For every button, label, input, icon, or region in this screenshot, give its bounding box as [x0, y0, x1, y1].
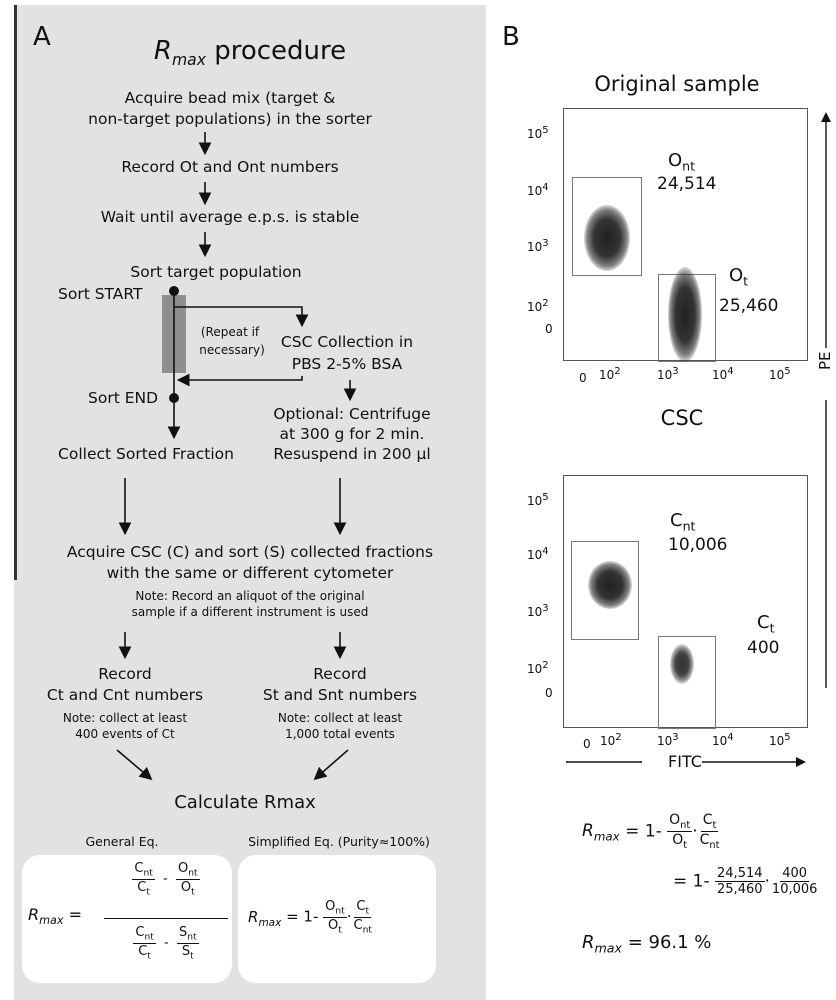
plot1-ot-label: Ot	[729, 265, 749, 289]
acquire-csc-line1: Acquire CSC (C) and sort (S) collected f…	[66, 543, 434, 561]
repeat-note-line2: necessary)	[199, 343, 265, 357]
panel-b-label: B	[502, 22, 520, 52]
record-s-line2: St and Snt numbers	[262, 686, 418, 704]
plot1-ytick-1e4: 104	[527, 182, 549, 198]
optional-line3: Resuspend in 200 µl	[273, 445, 431, 463]
csc-collection-line2: PBS 2-5% BSA	[291, 355, 403, 373]
arrow-to-csc	[174, 306, 309, 328]
plot2-cnt-value: 10,006	[668, 535, 728, 555]
plot2-ytick-0: 0	[545, 686, 553, 700]
plot1-ont-value: 24,514	[657, 174, 717, 194]
note-record-line1: Note: Record an aliquot of the original	[135, 589, 365, 603]
simplified-equation-box: Rmax = 1- Ont Ot · Ct Cnt	[238, 855, 436, 983]
plot1-xtick-1e5: 105	[769, 366, 791, 382]
arrow-to-calc-left	[116, 749, 153, 781]
plot2-xtick-1e5: 105	[769, 732, 791, 748]
acquire-csc-line2: with the same or different cytometer	[106, 564, 394, 582]
plot2-ytick-1e4: 104	[527, 546, 549, 562]
x-axis-arrow	[566, 757, 806, 767]
calc-line1: Rmax = 1- Ont Ot · Ct Cnt	[582, 812, 720, 851]
plot2-gate-nt	[571, 541, 639, 640]
plot2-ytick-1e3: 103	[527, 603, 549, 619]
general-equation-box: Rmax = Cnt Ct - Ont Ot Cnt Ct - Snt St	[22, 855, 232, 983]
arrow-to-calc-right	[313, 749, 349, 781]
step-sort-target: Sort target population	[130, 263, 302, 281]
plot1-ytick-1e5: 105	[527, 125, 549, 141]
plot1-xtick-1e2: 102	[599, 366, 621, 382]
calc-result: Rmax = 96.1 %	[582, 932, 712, 956]
plot1-population-t	[668, 267, 702, 362]
plot2-xtick-1e4: 104	[712, 732, 734, 748]
plot1-xtick-1e4: 104	[712, 366, 734, 382]
calc-line2: = 1- 24,514 25,460 · 400 10,006	[673, 866, 818, 897]
plot1-population-nt	[584, 205, 630, 271]
sort-start-label: Sort START	[58, 285, 143, 303]
repeat-note-line1: (Repeat if	[200, 325, 260, 339]
plot2-xtick-0: 0	[583, 737, 591, 751]
plot2-gate-t	[658, 636, 716, 729]
x-axis-label: FITC	[668, 752, 702, 771]
collect-sorted-fraction: Collect Sorted Fraction	[58, 445, 234, 463]
sort-end-label: Sort END	[88, 389, 159, 407]
step-acquire-line1: Acquire bead mix (target &	[124, 89, 336, 107]
panel-a-left-rule	[14, 5, 17, 580]
record-c-line2: Ct and Cnt numbers	[46, 686, 204, 704]
plot1-xtick-1e3: 103	[657, 366, 679, 382]
plot2-cnt-label: Cnt	[670, 510, 696, 534]
plot2-xtick-1e2: 102	[600, 732, 622, 748]
plot1-title: Original sample	[594, 72, 760, 96]
optional-line2: at 300 g for 2 min.	[279, 425, 425, 443]
general-eq-label: General Eq.	[85, 834, 159, 849]
step-acquire-line2: non-target populations) in the sorter	[88, 110, 372, 128]
step-record-o: Record Ot and Ont numbers	[121, 158, 339, 176]
y-axis-arrow	[821, 112, 831, 688]
plot1-gate-nt	[572, 177, 642, 276]
plot2-frame	[563, 475, 808, 729]
sort-end-dot	[169, 393, 179, 403]
plot1-frame	[563, 108, 808, 362]
plot2-ct-value: 400	[747, 638, 780, 658]
simplified-eq-label: Simplified Eq. (Purity≈100%)	[248, 834, 430, 849]
plot2-ytick-1e5: 105	[527, 492, 549, 508]
note-c-line2: 400 events of Ct	[75, 727, 175, 741]
plot1-ot-value: 25,460	[719, 296, 779, 316]
optional-line1: Optional: Centrifuge	[273, 405, 431, 423]
plot2-ytick-1e2: 102	[527, 660, 549, 676]
note-record-line2: sample if a different instrument is used	[131, 605, 369, 619]
note-s-line1: Note: collect at least	[277, 711, 403, 725]
note-c-line1: Note: collect at least	[62, 711, 188, 725]
plot2-population-t	[670, 644, 694, 684]
panel-a-label: A	[33, 22, 51, 52]
calculate-rmax: Calculate Rmax	[174, 792, 316, 813]
note-s-line2: 1,000 total events	[285, 727, 395, 741]
plot1-ont-label: Ont	[668, 150, 696, 174]
arrow-repeat-back	[176, 373, 303, 387]
csc-collection-line1: CSC Collection in	[280, 333, 414, 351]
sort-start-dot	[169, 286, 179, 296]
panel-a-title: Rmax procedure	[153, 36, 347, 70]
plot2-population-nt	[588, 561, 632, 609]
plot1-ytick-1e3: 103	[527, 238, 549, 254]
plot1-ytick-1e2: 102	[527, 298, 549, 314]
step-wait: Wait until average e.p.s. is stable	[100, 208, 360, 226]
plot1-ytick-0: 0	[545, 322, 553, 336]
record-c-title: Record	[98, 665, 152, 683]
plot2-ct-label: Ct	[757, 612, 775, 636]
plot2-xtick-1e3: 103	[657, 732, 679, 748]
panel-a-background	[14, 5, 486, 1000]
plot1-xtick-0: 0	[579, 371, 587, 385]
plot2-title: CSC	[660, 406, 704, 430]
record-s-title: Record	[313, 665, 367, 683]
